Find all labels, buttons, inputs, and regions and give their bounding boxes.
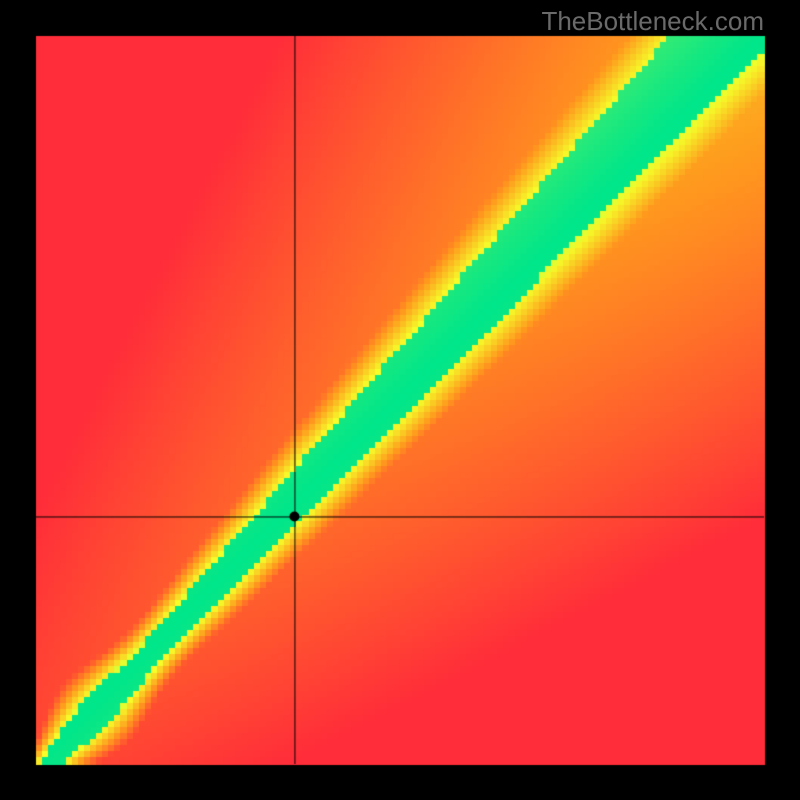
chart-container: TheBottleneck.com — [0, 0, 800, 800]
bottleneck-heatmap — [0, 0, 800, 800]
watermark-text: TheBottleneck.com — [541, 6, 764, 37]
